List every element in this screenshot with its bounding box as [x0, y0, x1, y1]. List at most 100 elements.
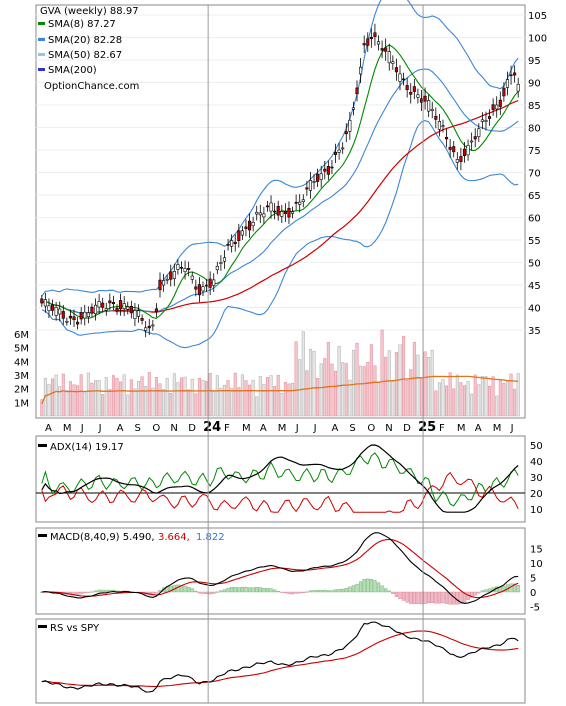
volume-bar [54, 374, 58, 417]
volume-bar [262, 384, 266, 417]
macd-histogram-bar [287, 591, 291, 595]
volume-bar [94, 380, 98, 417]
macd-histogram-bar [93, 590, 98, 593]
macd-histogram-bar [512, 583, 517, 593]
volume-bar [473, 374, 477, 417]
candle-body [487, 116, 492, 119]
candle-body [502, 87, 506, 97]
sma20-line [41, 68, 519, 314]
volume-bar [47, 384, 51, 417]
candle-body [144, 327, 148, 331]
volume-bar [140, 376, 144, 417]
macd-histogram-bar [101, 589, 105, 593]
macd-histogram-bar [272, 589, 277, 593]
macd-histogram-bar [86, 591, 90, 593]
macd-histogram-bar [176, 584, 180, 593]
candle-body [495, 104, 499, 110]
candle-body [140, 318, 144, 321]
candle-body [162, 280, 166, 286]
x-axis-month-label: O [152, 423, 160, 434]
macd-histogram-bar [323, 589, 327, 593]
candle-body [445, 136, 449, 140]
x-axis-month-label: D [188, 423, 196, 434]
volume-bar [369, 344, 373, 417]
price-y-axis: 35 40 45 50 55 60 65 70 75 80 85 90 95 100 105 [528, 11, 547, 337]
candle-body [280, 211, 284, 217]
candle-body [230, 240, 234, 247]
volume-bar [76, 385, 80, 417]
macd-histogram-bar [394, 591, 399, 597]
macd-histogram-bar [462, 591, 467, 603]
candle-body [484, 120, 488, 122]
volume-y-tick-label: 5M [14, 344, 29, 355]
candle-body [423, 95, 427, 102]
price-y-tick-label: 75 [528, 146, 541, 157]
macd-histogram-bar [194, 590, 198, 593]
macd-histogram-bar [376, 582, 381, 593]
volume-bar [61, 373, 65, 417]
volume-bar [419, 377, 423, 417]
x-axis-month-label: J [98, 423, 102, 434]
candle-body [326, 165, 330, 175]
price-y-tick-label: 55 [528, 236, 541, 247]
macd-histogram-bar [344, 587, 348, 593]
macd-histogram-bar [348, 586, 352, 593]
candle-body [97, 301, 101, 308]
volume-bar [244, 380, 248, 417]
volume-bar [176, 382, 180, 417]
volume-bar [183, 376, 187, 417]
candle-body [247, 220, 252, 231]
candle-body [441, 125, 445, 127]
macd-histogram-bar [154, 591, 159, 594]
x-axis-month-label: A [117, 423, 124, 434]
candle-body [294, 201, 298, 204]
volume-y-tick-label: 6M [14, 330, 29, 341]
candle-body [269, 202, 273, 212]
volume-bar [455, 374, 459, 417]
candle-body [54, 307, 58, 316]
x-axis-month-labels: A M J J A S O N D 24 F M A M J J A S O N D 25 F M A M J [45, 420, 514, 435]
adx-line [41, 444, 519, 513]
candle-body [394, 67, 398, 73]
volume-bar [179, 377, 183, 417]
volume-bar [269, 375, 273, 417]
volume-bar [197, 377, 201, 417]
macd-histogram-bar [83, 591, 87, 594]
volume-bar [40, 399, 44, 417]
macd-histogram-bar [237, 587, 241, 593]
volume-bar [194, 393, 198, 417]
macd-histogram-bar [484, 589, 488, 593]
watermark: OptionChance.com [44, 81, 139, 92]
volume-bars [40, 329, 520, 417]
macd-histogram-bar [398, 591, 402, 599]
volume-bar [405, 380, 409, 417]
candle-body [337, 149, 341, 153]
macd-histogram-bar [369, 579, 373, 593]
volume-bar [255, 396, 259, 417]
candle-body [312, 181, 316, 183]
adx-label-swatch [38, 444, 47, 447]
candle-body [233, 241, 237, 244]
candle-body [101, 302, 105, 308]
price-gridlines [36, 14, 525, 331]
macd-histogram-bar [258, 587, 262, 593]
candle-body [412, 86, 416, 92]
candle-body [430, 109, 434, 111]
volume-bar [104, 377, 108, 417]
x-axis-month-label: M [278, 423, 287, 434]
x-axis-month-label: A [260, 423, 267, 434]
candle-body [61, 311, 65, 319]
volume-bar [362, 366, 366, 417]
candle-body [205, 284, 209, 287]
macd-histogram-bar [341, 588, 345, 593]
volume-bar [219, 387, 223, 417]
x-axis-month-label: D [403, 423, 411, 434]
volume-bar [344, 363, 348, 417]
volume-bar [287, 383, 291, 417]
volume-bar [158, 383, 162, 417]
candle-body [283, 211, 287, 215]
volume-bar [312, 350, 316, 417]
x-axis-month-label: N [385, 423, 392, 434]
x-axis-month-label: J [313, 423, 317, 434]
rs-label-swatch [38, 625, 47, 628]
